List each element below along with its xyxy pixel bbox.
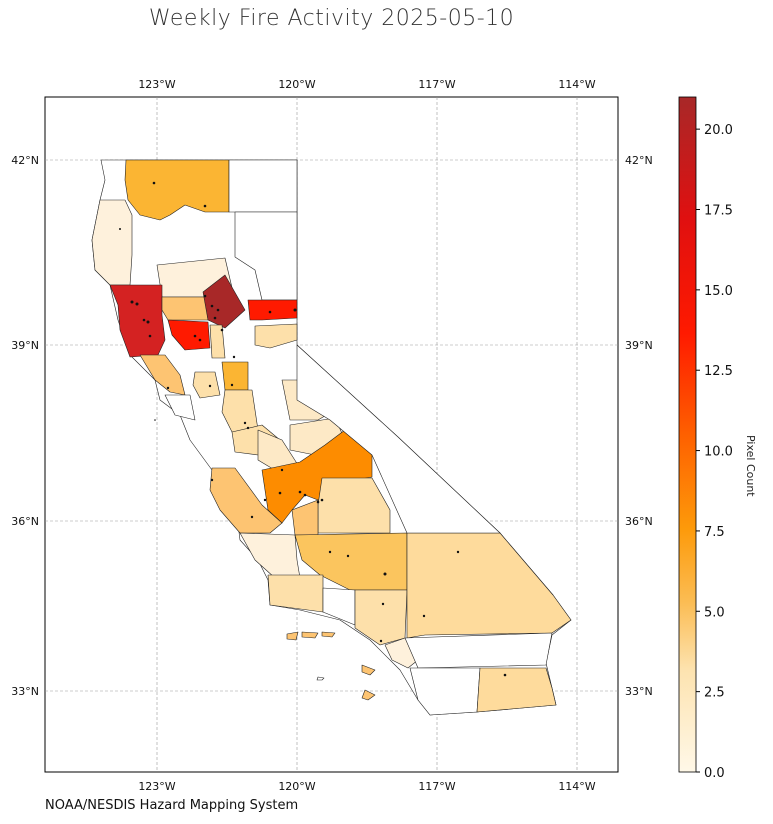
fire-points (119, 181, 507, 677)
colorbar (678, 96, 697, 773)
colorbar-tick-label: 15.0 (704, 284, 733, 299)
channel-island-5 (361, 689, 376, 701)
top-tick-label: 114°W (558, 78, 595, 91)
colorbar-tick-label: 7.5 (704, 525, 725, 540)
colorbar-ticks: 0.0 2.5 5.0 7.5 10.0 12.5 15.0 17.5 20.0 (696, 123, 733, 781)
county-monterey (209, 467, 283, 534)
colorbar-tick-label: 0.0 (704, 766, 725, 781)
top-tick-label: 120°W (278, 78, 315, 91)
left-tick-label: 33°N (11, 685, 39, 698)
county-inyo (296, 344, 501, 534)
top-tick-label: 123°W (138, 78, 175, 91)
left-tick-label: 36°N (11, 515, 39, 528)
bottom-tick-label: 123°W (138, 780, 175, 793)
county-colusa (161, 296, 209, 321)
county-yuba-nevada (247, 299, 298, 321)
county-placer (254, 323, 298, 349)
top-tick-label: 117°W (418, 78, 455, 91)
bottom-tick-label: 117°W (418, 780, 455, 793)
channel-island-4 (361, 664, 376, 676)
right-tick-label: 36°N (625, 515, 653, 528)
source-credit: NOAA/NESDIS Hazard Mapping System (45, 798, 299, 813)
colorbar-label: Pixel Count (744, 435, 757, 497)
county-marin (164, 394, 196, 421)
county-butte (202, 274, 246, 329)
right-tick-label: 33°N (625, 685, 653, 698)
county-sandiego (409, 667, 481, 716)
colorbar-tick-label: 5.0 (704, 605, 725, 620)
bottom-tick-label: 120°W (278, 780, 315, 793)
california-counties (91, 159, 572, 716)
colorbar-tick-label: 12.5 (704, 364, 733, 379)
colorbar-tick-label: 10.0 (704, 445, 733, 460)
left-tick-label: 42°N (11, 154, 39, 167)
channel-island-3 (321, 631, 336, 638)
county-modoc (228, 159, 298, 213)
bottom-tick-label: 114°W (558, 780, 595, 793)
colorbar-tick-label: 17.5 (704, 204, 733, 219)
map-title: Weekly Fire Activity 2025-05-10 (148, 6, 515, 31)
county-riverside (404, 632, 553, 669)
county-sanbernardino (406, 532, 572, 639)
county-losangeles (354, 589, 408, 646)
county-eldorado (209, 324, 226, 359)
county-yolo (167, 319, 211, 351)
right-tick-label: 42°N (625, 154, 653, 167)
county-solano (192, 371, 221, 399)
county-imperial (476, 667, 557, 713)
left-tick-label: 39°N (11, 339, 39, 352)
county-orange (384, 637, 419, 669)
channel-island-2 (301, 631, 319, 639)
county-humboldt (91, 199, 133, 286)
channel-island-6 (316, 676, 325, 681)
channel-island-1 (286, 631, 299, 641)
right-tick-label: 39°N (625, 339, 653, 352)
axis-ticks: 123°W 120°W 117°W 114°W 123°W 120°W 117°… (11, 78, 652, 793)
colorbar-tick-label: 20.0 (704, 123, 733, 138)
county-sacramento (221, 361, 249, 391)
colorbar-tick-label: 2.5 (704, 686, 725, 701)
